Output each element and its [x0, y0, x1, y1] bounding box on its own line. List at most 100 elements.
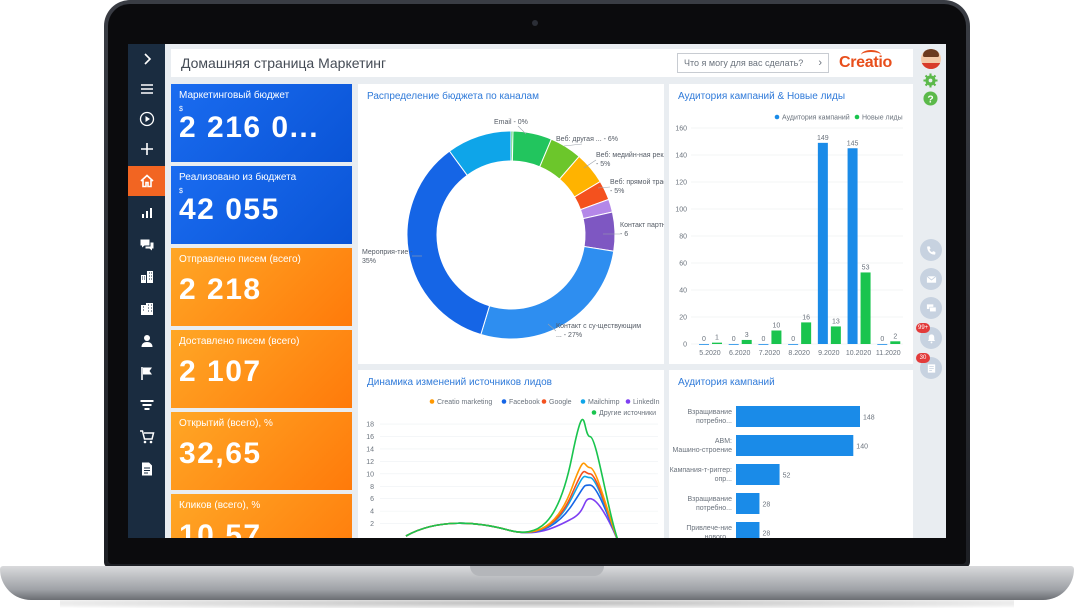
hbar	[736, 522, 760, 538]
series-line	[405, 484, 618, 538]
command-search-input[interactable]: Что я могу для вас сделать? ›	[677, 53, 829, 73]
search-placeholder: Что я могу для вас сделать?	[684, 58, 804, 68]
bar	[801, 322, 812, 344]
contact-icon	[141, 335, 152, 347]
y-tick-label: 140	[675, 153, 687, 160]
flag-icon	[140, 367, 152, 380]
avatar[interactable]	[921, 49, 941, 69]
sidebar-item-menu[interactable]	[128, 74, 165, 104]
feed-icon	[927, 363, 935, 373]
donut-slice	[448, 130, 512, 177]
chat-button[interactable]	[920, 297, 942, 319]
legend-label: Другие источники	[599, 410, 656, 417]
email-icon	[926, 275, 936, 283]
x-tick-label: 8.2020	[788, 350, 810, 357]
hbar-value-label: 28	[762, 502, 770, 509]
sidebar-toggle-button[interactable]	[128, 44, 165, 74]
hbar-value-label: 148	[863, 415, 875, 422]
legend-marker	[854, 114, 860, 120]
bar-value-label: 16	[802, 314, 810, 321]
bar-value-label: 0	[732, 336, 736, 343]
bar-value-label: 0	[761, 336, 765, 343]
donut-label: Веб: медийн-ная реклама- 5%	[596, 151, 664, 168]
play-icon	[139, 111, 154, 127]
legend-label: Creatio marketing	[437, 399, 492, 406]
feed-button[interactable]: 30	[916, 353, 942, 379]
bar	[771, 330, 782, 344]
legend-marker	[541, 399, 547, 404]
sidebar-item-analytics[interactable]	[128, 198, 165, 228]
sidebar-item-funnel[interactable]	[128, 390, 165, 420]
bar	[758, 344, 769, 345]
x-tick-label: 9.2020	[818, 350, 840, 357]
series-line	[405, 462, 618, 538]
hbar-category-label: Взращивание потребно...	[687, 496, 732, 512]
legend-marker	[429, 399, 435, 404]
chevron-right-icon[interactable]: ›	[818, 57, 822, 69]
leader-line	[597, 186, 611, 189]
hbar-category-label: Взращивание потребно...	[687, 409, 732, 425]
budget-donut-chart: Email - 0% Веб: другая ... - 6% Веб: медий…	[362, 119, 664, 340]
building-icon	[140, 303, 153, 315]
notifications-button[interactable]: 99+	[916, 323, 942, 349]
bar	[699, 344, 709, 345]
funnel-icon	[140, 400, 153, 410]
bar-value-label: 2	[893, 333, 897, 340]
donut-label: Веб: прямой трафик- 5%	[610, 178, 664, 195]
legend-marker	[774, 114, 780, 120]
donut-slice	[582, 211, 616, 252]
legend-label: Новые лиды	[862, 115, 903, 122]
phone-button[interactable]	[920, 239, 942, 261]
legend-label: LinkedIn	[633, 399, 660, 406]
lead-sources-chart: Creatio marketing Facebook Google Mailchimp…	[366, 399, 660, 538]
kpi-currency: $	[179, 188, 183, 195]
y-tick-label: 2	[370, 521, 374, 528]
kpi-label: Доставлено писем (всего)	[179, 336, 300, 347]
phone-icon	[926, 245, 935, 255]
kpi-emails-delivered[interactable]: Доставлено писем (всего) 2 107	[171, 330, 352, 408]
home-icon	[139, 174, 154, 188]
kpi-label: Реализовано из бюджета	[179, 172, 297, 183]
panel-title: Динамика изменений источников лидов	[367, 377, 552, 388]
sidebar-item-accounts[interactable]	[128, 294, 165, 324]
kpi-label: Маркетинговый бюджет	[179, 90, 290, 101]
camera	[532, 20, 538, 26]
bar-value-label: 53	[862, 264, 870, 271]
hbar-category-label: ABM: Машино-строение	[673, 438, 733, 454]
hbar-category-label: Кампания-т-риггер: опр...	[670, 467, 732, 483]
sidebar-item-add[interactable]	[128, 134, 165, 164]
y-tick-label: 6	[370, 496, 374, 503]
svg-text:?: ?	[927, 94, 933, 105]
sidebar-item-orders[interactable]	[128, 422, 165, 452]
bar-value-label: 10	[773, 323, 781, 330]
kpi-marketing-budget[interactable]: Маркетинговый бюджет $ 2 216 0...	[171, 84, 352, 162]
bar-value-label: 0	[880, 336, 884, 343]
sidebar-item-feed[interactable]	[128, 230, 165, 260]
sidebar-item-campaigns[interactable]	[128, 358, 165, 388]
hbar-value-label: 52	[783, 473, 791, 480]
y-tick-label: 14	[366, 446, 374, 453]
kpi-clicks[interactable]: Кликов (всего), % 10,57	[171, 494, 352, 538]
laptop-shadow	[60, 598, 1014, 608]
sidebar-item-home[interactable]	[128, 166, 165, 196]
gear-icon[interactable]	[923, 73, 938, 88]
y-tick-label: 4	[370, 509, 374, 516]
leader-line	[563, 143, 583, 147]
panel-title: Распределение бюджета по каналам	[367, 91, 539, 102]
legend-marker	[580, 399, 586, 404]
sidebar-item-orgchart[interactable]	[128, 262, 165, 292]
legend-marker	[625, 399, 631, 404]
help-icon[interactable]: ?	[923, 91, 938, 106]
x-tick-label: 7.2020	[759, 350, 781, 357]
bar-value-label: 1	[715, 335, 719, 342]
campaign-audience-chart: 148 Взращивание потребно... 140 ABM: Машино-с…	[670, 406, 875, 538]
email-button[interactable]	[920, 268, 942, 290]
sidebar-item-contacts[interactable]	[128, 326, 165, 356]
plus-icon	[140, 143, 153, 155]
kpi-opens[interactable]: Открытий (всего), % 32,65	[171, 412, 352, 490]
kpi-budget-realized[interactable]: Реализовано из бюджета $ 42 055	[171, 166, 352, 244]
kpi-emails-sent[interactable]: Отправлено писем (всего) 2 218	[171, 248, 352, 326]
sidebar-item-process[interactable]	[128, 104, 165, 134]
sidebar-item-documents[interactable]	[128, 454, 165, 484]
